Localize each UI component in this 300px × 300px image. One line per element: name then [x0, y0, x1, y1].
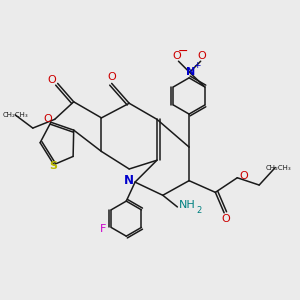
Text: NH: NH	[179, 200, 196, 211]
Text: O: O	[221, 214, 230, 224]
Text: O: O	[47, 76, 56, 85]
Text: −: −	[178, 44, 188, 58]
Text: O: O	[43, 114, 52, 124]
Text: N: N	[186, 67, 196, 77]
Text: O: O	[239, 171, 248, 181]
Text: N: N	[124, 174, 134, 187]
Text: CH₂CH₃: CH₂CH₃	[266, 164, 291, 170]
Text: F: F	[100, 224, 106, 234]
Text: O: O	[107, 72, 116, 82]
Text: S: S	[49, 161, 57, 171]
Text: +: +	[193, 61, 201, 70]
Text: 2: 2	[196, 206, 201, 215]
Text: O: O	[198, 51, 206, 61]
Text: O: O	[172, 51, 182, 61]
Text: CH₂CH₃: CH₂CH₃	[2, 112, 28, 118]
